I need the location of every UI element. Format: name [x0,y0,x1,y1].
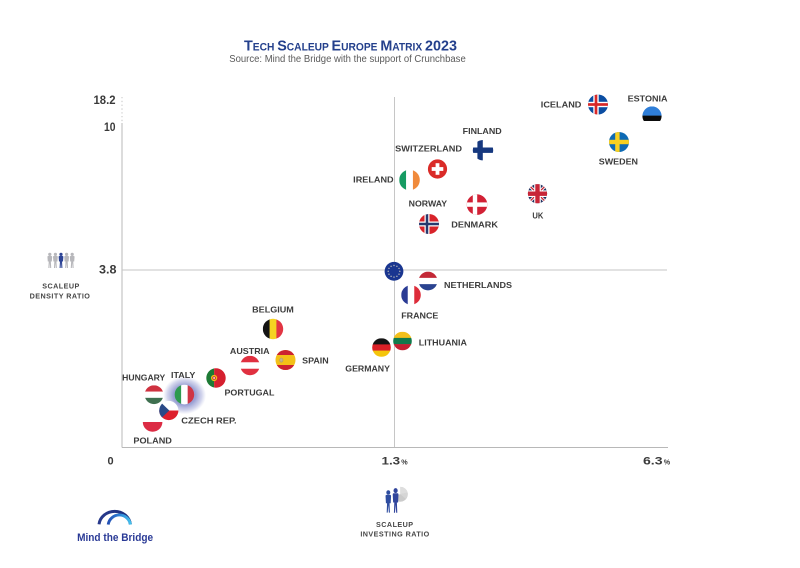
svg-text:IRELAND: IRELAND [353,176,393,185]
svg-text:AUSTRIA: AUSTRIA [230,347,270,356]
svg-text:FINLAND: FINLAND [463,127,502,136]
svg-text:DENSITY RATIO: DENSITY RATIO [30,292,91,301]
svg-text:18.2: 18.2 [94,95,116,107]
svg-text:6.3: 6.3 [643,456,663,468]
svg-text:BELGIUM: BELGIUM [252,306,294,315]
svg-text:ITALY: ITALY [171,371,196,380]
svg-text:NETHERLANDS: NETHERLANDS [444,281,513,290]
svg-text:ICELAND: ICELAND [541,101,582,110]
svg-text:DENMARK: DENMARK [451,221,498,230]
svg-text:LITHUANIA: LITHUANIA [419,338,467,347]
svg-text:SPAIN: SPAIN [302,357,329,366]
svg-text:Mind the Bridge: Mind the Bridge [77,532,153,544]
svg-text:PORTUGAL: PORTUGAL [225,389,275,398]
svg-text:ESTONIA: ESTONIA [628,95,668,104]
svg-text:0: 0 [107,456,113,468]
svg-text:UK: UK [532,212,543,221]
svg-text:3.8: 3.8 [99,265,117,277]
svg-text:%: % [664,458,671,467]
svg-text:NORWAY: NORWAY [409,200,448,209]
svg-text:HUNGARY: HUNGARY [122,373,166,382]
svg-text:SCALEUP: SCALEUP [376,520,414,529]
svg-text:10: 10 [104,122,116,134]
svg-text:SCALEUP: SCALEUP [42,282,80,291]
svg-text:TECH SCALEUP EUROPE MATRIX 202: TECH SCALEUP EUROPE MATRIX 2023 [244,38,457,55]
svg-text:CZECH REP.: CZECH REP. [181,417,236,426]
svg-text:SWITZERLAND: SWITZERLAND [395,145,462,154]
svg-text:GERMANY: GERMANY [345,365,390,374]
svg-text:SWEDEN: SWEDEN [599,158,638,167]
svg-text:Source: Mind the Bridge with t: Source: Mind the Bridge with the support… [229,54,466,65]
svg-text:INVESTING RATIO: INVESTING RATIO [360,530,429,539]
svg-text:1.3: 1.3 [382,456,401,468]
svg-text:%: % [401,458,408,467]
svg-text:FRANCE: FRANCE [401,312,439,321]
svg-text:POLAND: POLAND [133,437,172,446]
